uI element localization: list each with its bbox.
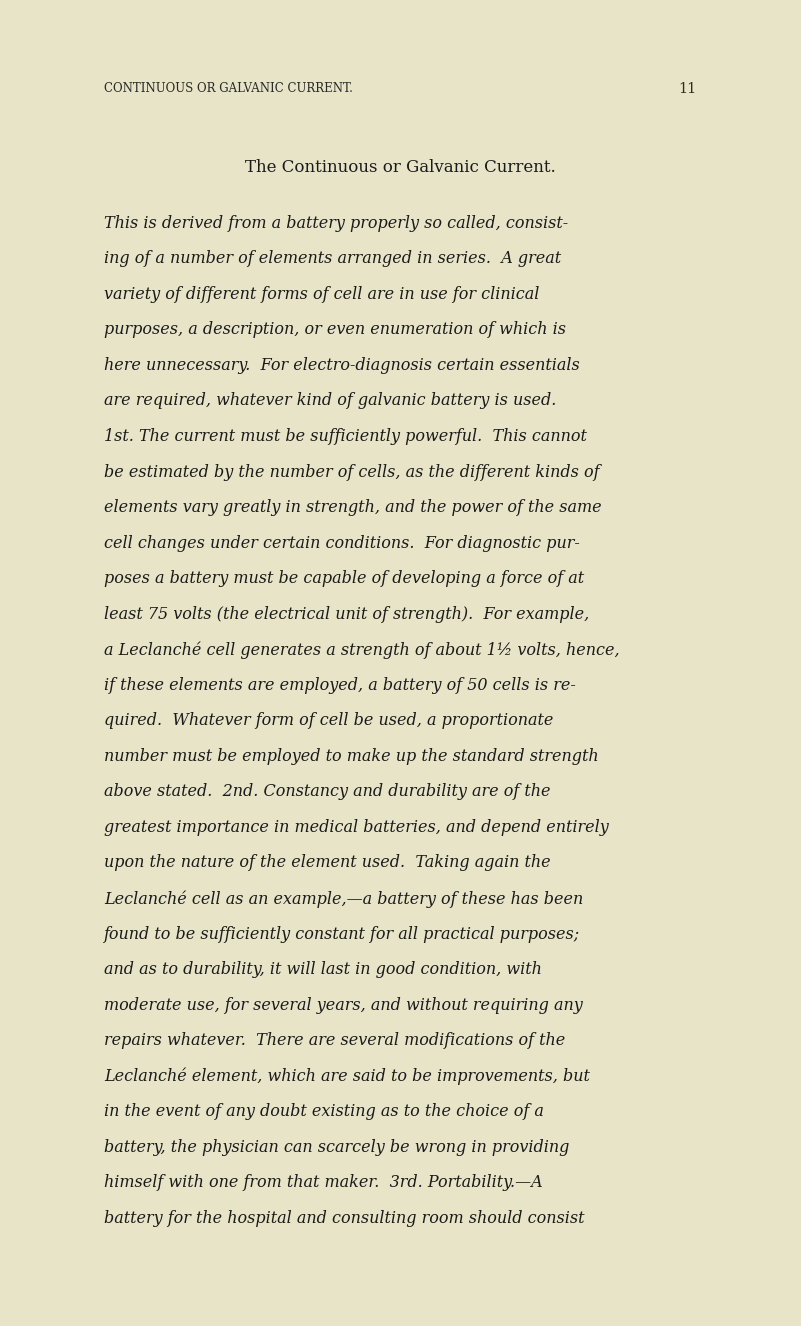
- Text: Leclanché cell as an example,—a battery of these has been: Leclanché cell as an example,—a battery …: [104, 890, 583, 907]
- Text: 11: 11: [678, 82, 697, 97]
- Text: least 75 volts (the electrical unit of strength).  For example,: least 75 volts (the electrical unit of s…: [104, 606, 590, 623]
- Text: battery for the hospital and consulting room should consist: battery for the hospital and consulting …: [104, 1209, 585, 1227]
- Text: number must be employed to make up the standard strength: number must be employed to make up the s…: [104, 748, 599, 765]
- Text: battery, the physician can scarcely be wrong in providing: battery, the physician can scarcely be w…: [104, 1139, 570, 1156]
- Text: CONTINUOUS OR GALVANIC CURRENT.: CONTINUOUS OR GALVANIC CURRENT.: [104, 82, 353, 95]
- Text: elements vary greatly in strength, and the power of the same: elements vary greatly in strength, and t…: [104, 499, 602, 516]
- Text: moderate use, for several years, and without requiring any: moderate use, for several years, and wit…: [104, 997, 583, 1013]
- Text: found to be sufficiently constant for all practical purposes;: found to be sufficiently constant for al…: [104, 926, 580, 943]
- Text: quired.  Whatever form of cell be used, a proportionate: quired. Whatever form of cell be used, a…: [104, 712, 553, 729]
- Text: repairs whatever.  There are several modifications of the: repairs whatever. There are several modi…: [104, 1032, 566, 1049]
- Text: a Leclanché cell generates a strength of about 1½ volts, hence,: a Leclanché cell generates a strength of…: [104, 642, 620, 659]
- Text: are required, whatever kind of galvanic battery is used.: are required, whatever kind of galvanic …: [104, 392, 557, 410]
- Text: upon the nature of the element used.  Taking again the: upon the nature of the element used. Tak…: [104, 854, 551, 871]
- Text: in the event of any doubt existing as to the choice of a: in the event of any doubt existing as to…: [104, 1103, 544, 1120]
- Text: variety of different forms of cell are in use for clinical: variety of different forms of cell are i…: [104, 286, 540, 302]
- Text: above stated.  2nd. Constancy and durability are of the: above stated. 2nd. Constancy and durabil…: [104, 784, 550, 801]
- Text: purposes, a description, or even enumeration of which is: purposes, a description, or even enumera…: [104, 321, 566, 338]
- Text: himself with one from that maker.  3rd. Portability.—A: himself with one from that maker. 3rd. P…: [104, 1175, 543, 1191]
- Text: and as to durability, it will last in good condition, with: and as to durability, it will last in go…: [104, 961, 542, 979]
- Text: poses a battery must be capable of developing a force of at: poses a battery must be capable of devel…: [104, 570, 584, 587]
- Text: ing of a number of elements arranged in series.  A great: ing of a number of elements arranged in …: [104, 251, 562, 268]
- Text: here unnecessary.  For electro-diagnosis certain essentials: here unnecessary. For electro-diagnosis …: [104, 357, 580, 374]
- Text: cell changes under certain conditions.  For diagnostic pur-: cell changes under certain conditions. F…: [104, 534, 580, 552]
- Text: This is derived from a battery properly so called, consist-: This is derived from a battery properly …: [104, 215, 568, 232]
- Text: greatest importance in medical batteries, and depend entirely: greatest importance in medical batteries…: [104, 819, 609, 835]
- Text: if these elements are employed, a battery of 50 cells is re-: if these elements are employed, a batter…: [104, 676, 576, 693]
- Text: 1st. The current must be sufficiently powerful.  This cannot: 1st. The current must be sufficiently po…: [104, 428, 587, 446]
- Text: Leclanché element, which are said to be improvements, but: Leclanché element, which are said to be …: [104, 1067, 590, 1085]
- Text: The Continuous or Galvanic Current.: The Continuous or Galvanic Current.: [245, 159, 556, 176]
- Text: be estimated by the number of cells, as the different kinds of: be estimated by the number of cells, as …: [104, 464, 600, 480]
